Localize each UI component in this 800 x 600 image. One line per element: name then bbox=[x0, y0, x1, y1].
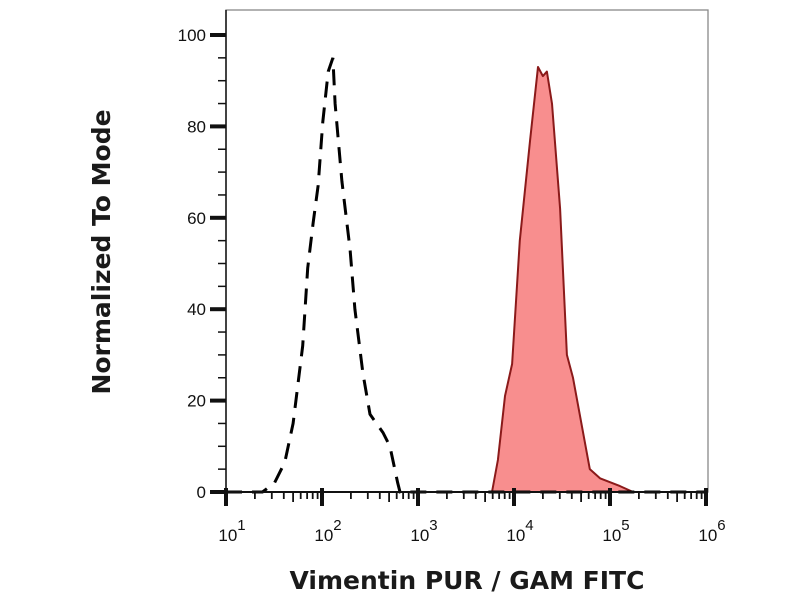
x-tick-label: 103 bbox=[410, 517, 437, 545]
x-tick-exponent: 2 bbox=[333, 517, 341, 534]
series-0-dashed-histogram bbox=[226, 57, 706, 494]
x-tick-base: 10 bbox=[314, 526, 333, 545]
y-axis-title: Normalized To Mode bbox=[87, 109, 116, 394]
x-tick-exponent: 5 bbox=[621, 517, 629, 534]
y-tick-label: 20 bbox=[187, 392, 206, 411]
x-tick-exponent: 4 bbox=[525, 517, 533, 534]
x-tick-label: 102 bbox=[314, 517, 341, 545]
x-tick-label: 101 bbox=[218, 517, 245, 545]
x-tick-label: 106 bbox=[698, 517, 725, 545]
series-layer bbox=[225, 57, 707, 494]
x-tick-base: 10 bbox=[410, 526, 429, 545]
x-tick-base: 10 bbox=[698, 526, 717, 545]
x-tick-label: 105 bbox=[602, 517, 629, 545]
x-axis-title: Vimentin PUR / GAM FITC bbox=[290, 566, 645, 595]
series-1-filled-histogram bbox=[225, 66, 707, 493]
x-tick-exponent: 3 bbox=[429, 517, 437, 534]
y-tick-label: 0 bbox=[197, 483, 206, 502]
plot-frame bbox=[225, 9, 709, 493]
y-tick-label: 100 bbox=[178, 26, 206, 45]
x-tick-exponent: 1 bbox=[237, 517, 245, 534]
y-tick-label: 80 bbox=[187, 117, 206, 136]
y-tick-label: 40 bbox=[187, 300, 206, 319]
x-tick-base: 10 bbox=[506, 526, 525, 545]
y-tick-label: 60 bbox=[187, 209, 206, 228]
x-tick-base: 10 bbox=[602, 526, 621, 545]
x-tick-base: 10 bbox=[218, 526, 237, 545]
x-tick-exponent: 6 bbox=[717, 517, 725, 534]
x-tick-label: 104 bbox=[506, 517, 533, 545]
